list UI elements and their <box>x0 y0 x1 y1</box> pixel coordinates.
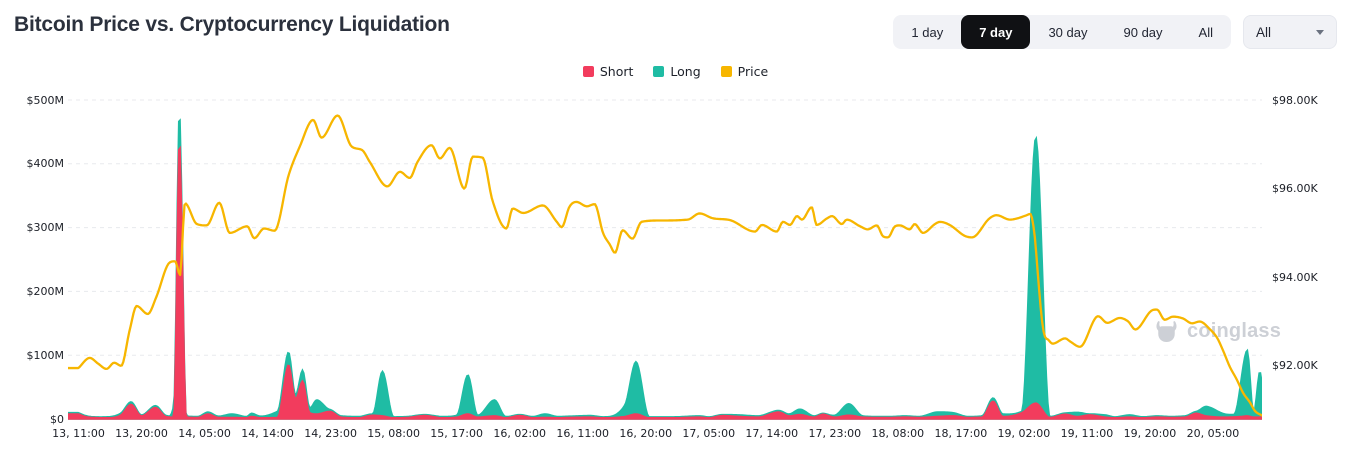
x-axis-label: 19, 20:00 <box>1123 427 1177 440</box>
x-axis-label: 16, 11:00 <box>556 427 610 440</box>
y-axis-label-right: $96.00K <box>1272 182 1318 196</box>
page-title: Bitcoin Price vs. Cryptocurrency Liquida… <box>14 13 450 36</box>
long-liquidation-area <box>68 118 1262 420</box>
y-axis-label-left: $400M <box>26 157 65 171</box>
y-axis-label-left: $200M <box>26 284 65 298</box>
y-axis-label-left: $0 <box>50 412 64 426</box>
x-axis-label: 14, 14:00 <box>241 427 294 440</box>
x-axis-label: 18, 17:00 <box>934 427 988 440</box>
y-axis-label-right: $98.00K <box>1272 93 1318 107</box>
legend-label: Short <box>599 64 634 79</box>
legend-swatch-price <box>720 66 732 77</box>
legend-item-long[interactable]: Long <box>653 64 701 79</box>
legend-label: Price <box>737 64 769 79</box>
x-axis-label: 16, 20:00 <box>619 427 673 440</box>
coin-filter-value: All <box>1256 24 1272 40</box>
x-axis-label: 18, 08:00 <box>871 427 925 440</box>
short-liquidation-area <box>68 145 1262 420</box>
y-axis-label-left: $100M <box>26 348 65 362</box>
range-button-90-day[interactable]: 90 day <box>1123 24 1163 40</box>
y-axis-label-left: $500M <box>26 93 65 107</box>
range-button-1-day[interactable]: 1 day <box>911 24 944 40</box>
legend-item-price[interactable]: Price <box>720 64 769 79</box>
chevron-down-icon <box>1316 29 1324 35</box>
legend-label: Long <box>670 64 701 79</box>
x-axis-label: 15, 17:00 <box>430 427 484 440</box>
x-axis-label: 20, 05:00 <box>1186 427 1240 440</box>
chart-legend: Short Long Price <box>0 64 1351 79</box>
x-axis-label: 17, 05:00 <box>682 427 736 440</box>
coin-filter-dropdown[interactable]: All <box>1243 15 1337 49</box>
x-axis-label: 16, 02:00 <box>493 427 547 440</box>
range-button-7-day[interactable]: 7 day <box>961 15 1031 49</box>
y-axis-label-left: $300M <box>26 221 65 235</box>
x-axis-label: 15, 08:00 <box>367 427 420 440</box>
watermark-text: coinglass <box>1187 320 1282 342</box>
x-axis-label: 19, 11:00 <box>1060 427 1114 440</box>
legend-swatch-long <box>653 66 665 77</box>
x-axis-label: 17, 23:00 <box>808 427 862 440</box>
watermark: coinglass <box>1153 319 1281 344</box>
range-button-30-day[interactable]: 30 day <box>1048 24 1088 40</box>
coinglass-logo-icon <box>1156 321 1177 342</box>
x-axis-label: 13, 11:00 <box>52 427 105 440</box>
x-axis-label: 19, 02:00 <box>997 427 1051 440</box>
x-axis-label: 13, 20:00 <box>115 427 168 440</box>
y-axis-label-right: $94.00K <box>1272 270 1318 284</box>
x-axis-label: 17, 14:00 <box>745 427 799 440</box>
x-axis-label: 14, 23:00 <box>304 427 357 440</box>
y-axis-label-right: $92.00K <box>1272 359 1318 373</box>
x-axis-label: 14, 05:00 <box>178 427 231 440</box>
legend-item-short[interactable]: Short <box>582 64 634 79</box>
range-button-all[interactable]: All <box>1198 24 1213 40</box>
price-line <box>68 114 1262 417</box>
legend-swatch-short <box>582 66 594 77</box>
time-range-group: 1 day 7 day 30 day 90 day All <box>893 15 1231 49</box>
